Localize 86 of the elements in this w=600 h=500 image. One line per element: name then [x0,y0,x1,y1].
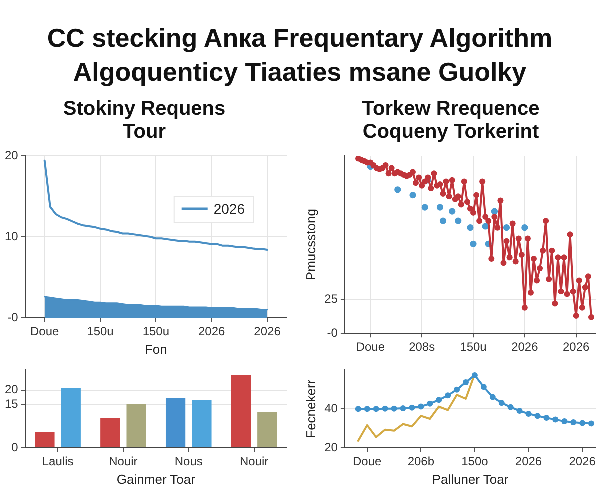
bar [166,398,186,448]
x-axis-title: Gainmer Toar [116,472,196,487]
point [449,208,456,215]
x-tick-label: Laulis [42,454,74,469]
point [391,406,398,412]
point [364,406,370,412]
x-tick-label: Nouir [109,454,138,469]
point [436,204,444,211]
point [508,404,514,410]
x-tick-label: Doue [356,340,386,354]
bar [231,375,252,448]
bar [258,412,278,448]
x-tick-label: 150u [142,324,170,339]
y-tick-label: -0 [327,326,338,340]
legend-label: 2026 [214,200,246,217]
point [544,415,550,422]
x-tick-label: 2026 [569,454,596,469]
x-tick-label: 206b [408,454,435,469]
point [409,404,416,411]
point [562,418,568,425]
x-tick-label: 208s [409,340,436,354]
point [445,392,452,399]
x-tick-label: 150o [462,454,489,469]
point [382,406,388,412]
bar [192,400,212,448]
point [503,224,510,232]
x-tick-label: Nous [174,454,203,469]
point [400,406,406,412]
x-tick-label: 2026 [515,454,542,469]
point [470,240,477,248]
point [522,224,528,232]
point [394,186,402,194]
point [427,400,434,407]
x-axis-title: Palluner Toar [432,472,510,487]
point [570,420,577,426]
x-tick-label: 2026 [512,340,539,354]
point [355,406,362,412]
y-axis-title: Pmucsstong [303,209,318,281]
point [480,384,487,390]
x-tick-label: 2026 [254,324,282,339]
x-tick-label: Doue [30,324,60,339]
point [516,408,523,414]
point [455,218,462,224]
x-tick-label: Doue [353,454,382,469]
x-tick-label: 150u [87,324,114,339]
point [440,218,447,224]
x-tick-label: 2026 [198,324,226,339]
y-tick-label: -0 [8,310,19,324]
point [422,204,428,211]
point [534,413,541,420]
point [410,192,416,199]
y-tick-label: 20 [4,382,19,397]
y-tick-label: 0 [12,440,19,454]
point [436,397,442,404]
y-tick-label: 25 [324,292,338,306]
point [454,386,460,393]
point [467,224,474,232]
x-axis-title: Fon [144,342,168,357]
chart-title: Stokiny Requens Tour [63,98,226,144]
point [526,410,532,417]
point [472,372,478,378]
text: CC stecking Anкa Frequentary Algorithm Algoquenticy Tiaaties msane Guolky [46,22,554,89]
chart-title: Torkew Rrequence Coqueny Torkerint [362,98,540,144]
y-tick-label: 15 [4,397,19,412]
point [588,420,595,427]
bar [61,388,81,448]
bar [35,432,55,448]
point [418,404,424,410]
x-tick-label: Nouir [240,454,269,469]
y-tick-label: 10 [4,229,19,244]
point [490,394,496,400]
point [373,406,380,412]
y-tick-label: 20 [324,440,338,454]
point [462,379,469,386]
point [491,208,498,215]
bar [100,418,120,448]
point [580,420,586,426]
x-tick-label: 2026 [562,340,590,354]
y-tick-label: 20 [4,148,19,162]
x-tick-label: 150u [460,340,487,354]
bar [126,404,146,448]
point [498,400,505,406]
y-axis-title: Fecnekerr [303,379,318,438]
point [552,416,559,423]
point [482,223,489,230]
y-tick-label: 40 [324,401,338,416]
